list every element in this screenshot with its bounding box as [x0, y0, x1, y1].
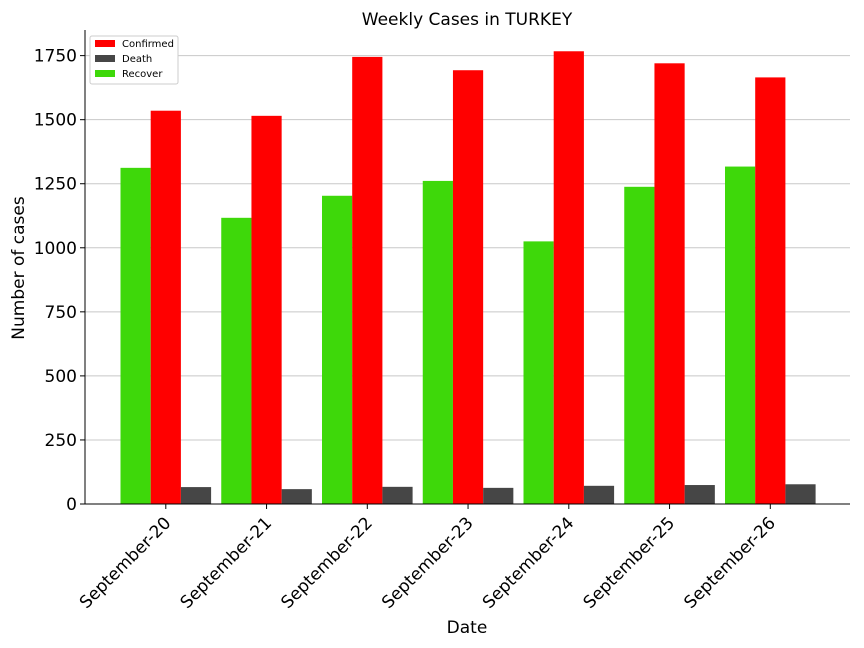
x-tick-label: September-26 — [680, 513, 779, 612]
bar-death — [382, 486, 413, 504]
y-tick-label: 500 — [45, 367, 77, 387]
bar-death — [785, 484, 816, 504]
bar-recover — [120, 167, 151, 504]
y-tick-label: 0 — [66, 495, 77, 515]
bar-confirmed — [150, 110, 181, 505]
legend: Confirmed Death Recover — [89, 35, 179, 85]
y-tick-label: 250 — [45, 431, 77, 451]
legend-swatch — [95, 40, 115, 47]
legend-label: Confirmed — [122, 39, 174, 50]
bar-confirmed — [352, 56, 383, 504]
bar-recover — [523, 241, 554, 505]
legend-label: Recover — [122, 69, 163, 80]
y-ticks: 0 250 500 750 1000 1250 1500 1750 — [34, 47, 85, 515]
y-axis-label: Number of cases — [9, 196, 29, 340]
bar-recover — [422, 180, 453, 504]
x-tick-label: September-25 — [580, 513, 679, 612]
y-tick-label: 1250 — [34, 175, 77, 195]
x-tick-label: September-20 — [76, 513, 175, 612]
legend-swatch — [95, 70, 115, 77]
x-tick-label: September-22 — [277, 513, 376, 612]
bar-recover — [725, 166, 756, 505]
y-tick-label: 1000 — [34, 239, 77, 259]
bars — [120, 51, 816, 505]
bar-confirmed — [654, 63, 685, 505]
bar-death — [281, 489, 312, 504]
y-tick-label: 1750 — [34, 47, 77, 67]
x-axis-label: Date — [447, 618, 488, 638]
x-tick-label: September-23 — [378, 513, 477, 612]
bar-death — [180, 487, 212, 504]
x-tick-label: September-24 — [479, 513, 578, 612]
bar-confirmed — [452, 70, 484, 504]
chart-title: Weekly Cases in TURKEY — [362, 10, 573, 30]
bar-confirmed — [553, 51, 584, 505]
bar-death — [583, 485, 615, 504]
x-ticks: September-20 September-21 September-22 Sept… — [76, 504, 780, 613]
legend-swatch — [95, 55, 115, 62]
bar-confirmed — [251, 115, 282, 505]
y-tick-label: 1500 — [34, 111, 77, 131]
axes — [84, 30, 850, 505]
bar-recover — [322, 195, 353, 504]
bar-recover — [221, 217, 252, 504]
y-tick-label: 750 — [45, 303, 77, 323]
x-tick-label: September-21 — [177, 513, 276, 612]
bar-death — [684, 485, 715, 504]
bar-confirmed — [755, 77, 786, 505]
bar-death — [483, 487, 514, 504]
legend-label: Death — [122, 54, 152, 65]
bar-recover — [624, 186, 655, 504]
